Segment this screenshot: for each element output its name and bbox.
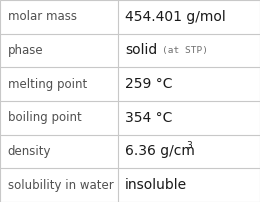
Text: boiling point: boiling point — [8, 111, 82, 124]
Text: molar mass: molar mass — [8, 10, 77, 23]
Text: 6.36 g/cm: 6.36 g/cm — [125, 144, 195, 159]
Text: solid: solid — [125, 43, 157, 58]
Text: solubility in water: solubility in water — [8, 179, 114, 192]
Text: 3: 3 — [186, 141, 192, 150]
Text: 354 °C: 354 °C — [125, 111, 172, 125]
Text: (at STP): (at STP) — [162, 46, 209, 55]
Text: insoluble: insoluble — [125, 178, 187, 192]
Text: phase: phase — [8, 44, 43, 57]
Text: 454.401 g/mol: 454.401 g/mol — [125, 10, 226, 24]
Text: melting point: melting point — [8, 78, 87, 91]
Text: 259 °C: 259 °C — [125, 77, 172, 91]
Text: density: density — [8, 145, 51, 158]
